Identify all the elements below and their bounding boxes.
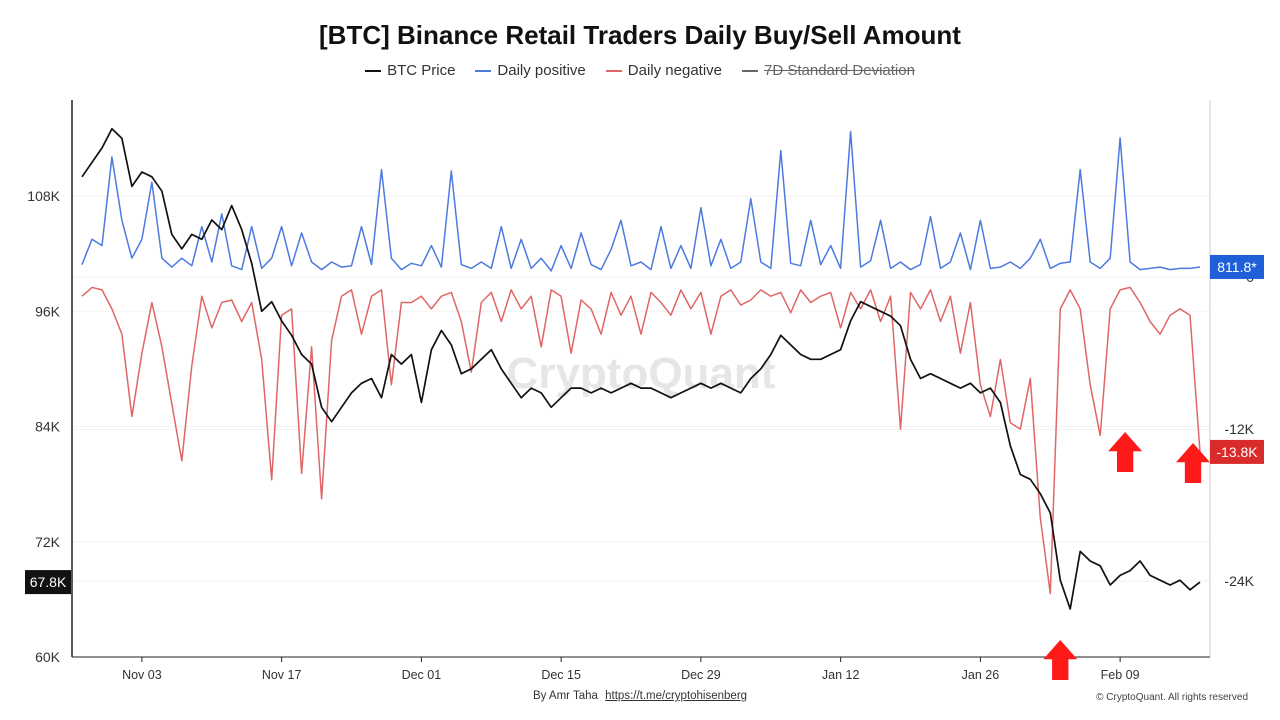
current-negative-label: -13.8K xyxy=(1216,444,1258,460)
current-negative-label-bg xyxy=(1210,439,1264,464)
series-line-btc-price xyxy=(81,127,1201,610)
footer-copyright: © CryptoQuant. All rights reserved xyxy=(1096,692,1248,703)
legend-item-daily-positive[interactable]: Daily positive xyxy=(475,62,586,79)
chart-title: [BTC] Binance Retail Traders Daily Buy/S… xyxy=(319,20,961,50)
watermark: CryptoQuant xyxy=(507,349,776,398)
y-left-tick-label: 72K xyxy=(35,534,61,550)
series-line-daily-negative xyxy=(81,286,1201,595)
current-positive-label: 811.8* xyxy=(1217,259,1257,275)
series-line-daily-positive xyxy=(81,130,1201,272)
footer-author-text: By Amr Taha xyxy=(532,690,598,702)
current-positive-label-bg xyxy=(1210,254,1264,279)
legend-item-7d-std-deviation[interactable]: 7D Standard Deviation xyxy=(742,62,915,79)
y-left-tick-label: 84K xyxy=(35,419,61,435)
footer-author: By Amr Taha https://t.me/cryptohisenberg xyxy=(0,690,1280,702)
legend-swatch-daily-negative xyxy=(605,69,622,72)
y-left-tick-label: 108K xyxy=(27,188,60,204)
x-tick-label: Jan 26 xyxy=(962,668,1000,682)
legend-label: Daily negative xyxy=(627,62,722,79)
current-price-label: 67.8K xyxy=(30,574,67,590)
y-right-tick-label: -24K xyxy=(1224,573,1254,589)
legend-label: BTC Price xyxy=(387,62,456,79)
legend-swatch-7d-std-deviation xyxy=(742,69,758,72)
x-tick-label: Dec 01 xyxy=(402,668,442,682)
legend-swatch-daily-positive xyxy=(475,69,492,72)
current-price-label-bg xyxy=(25,570,71,595)
red-arrow-at-capitulation-low xyxy=(1043,640,1078,680)
legend-swatch-btc-price xyxy=(365,69,382,72)
legend: BTC Price Daily positive Daily negative … xyxy=(0,62,1280,79)
x-tick-label: Dec 15 xyxy=(541,668,581,682)
y-left-tick-label: 60K xyxy=(35,649,61,665)
legend-item-btc-price[interactable]: BTC Price xyxy=(365,62,455,79)
legend-label: 7D Standard Deviation xyxy=(764,62,915,79)
x-tick-label: Nov 17 xyxy=(262,668,302,682)
x-tick-label: Nov 03 xyxy=(122,668,162,682)
x-tick-label: Feb 09 xyxy=(1101,668,1140,682)
legend-item-daily-negative[interactable]: Daily negative xyxy=(605,62,722,79)
red-arrow-latest-sell-spike xyxy=(1176,443,1211,483)
legend-label: Daily positive xyxy=(497,62,586,79)
red-arrow-feb-sell-spike xyxy=(1108,432,1143,472)
y-left-tick-label: 96K xyxy=(35,303,61,319)
x-tick-label: Dec 29 xyxy=(681,668,721,682)
footer-link[interactable]: https://t.me/cryptohisenberg xyxy=(605,690,748,702)
y-right-tick-label: -12K xyxy=(1224,421,1254,437)
x-tick-label: Jan 12 xyxy=(822,668,860,682)
